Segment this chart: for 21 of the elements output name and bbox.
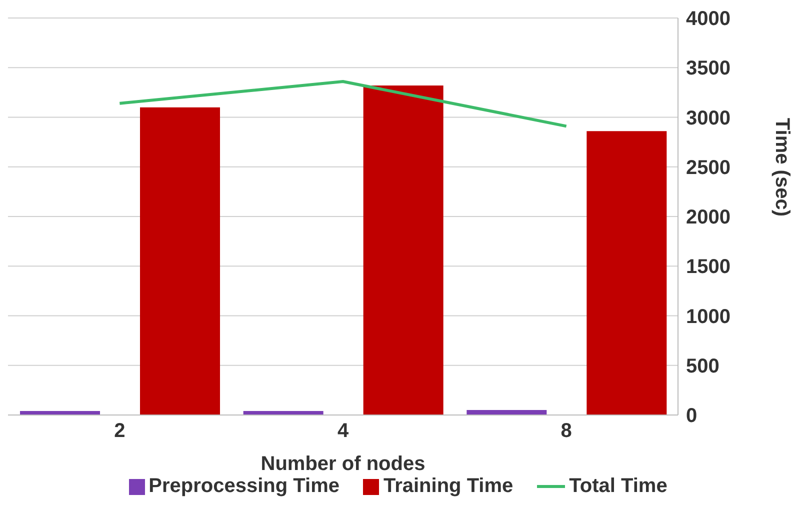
x-tick-label: 8 xyxy=(560,420,572,442)
y-tick-label: 500 xyxy=(686,355,720,378)
bar xyxy=(363,85,444,415)
y-tick-label: 3500 xyxy=(686,58,730,80)
y-tick-label: 4000 xyxy=(686,8,730,30)
x-tick-label: 4 xyxy=(337,420,350,442)
legend-label: Training Time xyxy=(383,475,514,498)
x-tick-label: 2 xyxy=(114,420,126,442)
y-tick-label: 2000 xyxy=(686,206,730,229)
bar xyxy=(586,131,667,415)
y-tick-label: 3000 xyxy=(686,107,730,130)
y-tick-label: 1500 xyxy=(686,256,730,278)
x-axis-title: Number of nodes xyxy=(260,453,426,475)
y-tick-label: 0 xyxy=(686,405,698,428)
y-tick-label: 2500 xyxy=(686,156,730,179)
bar xyxy=(140,107,220,415)
y-tick-label: 1000 xyxy=(686,306,730,328)
legend-label: Preprocessing Time xyxy=(148,475,340,498)
y-axis-title: Time (sec) xyxy=(770,118,793,216)
legend-label: Total Time xyxy=(569,475,668,498)
bar xyxy=(466,410,547,415)
